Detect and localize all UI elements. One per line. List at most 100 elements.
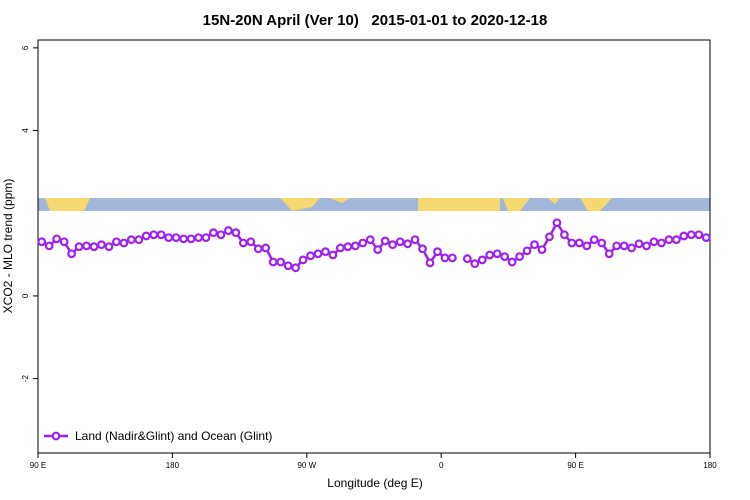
map-strip bbox=[38, 198, 710, 211]
data-point bbox=[672, 235, 681, 245]
data-point bbox=[74, 242, 84, 252]
data-point bbox=[358, 238, 368, 248]
data-point bbox=[380, 236, 390, 246]
data-point bbox=[313, 249, 323, 259]
data-point bbox=[321, 247, 330, 257]
data-point bbox=[246, 237, 256, 247]
data-point bbox=[545, 232, 554, 242]
data-point bbox=[425, 258, 435, 268]
data-point bbox=[186, 234, 196, 244]
data-point bbox=[134, 235, 144, 245]
data-point bbox=[104, 242, 114, 252]
data-point bbox=[253, 244, 263, 254]
data-point bbox=[619, 241, 629, 251]
data-point bbox=[634, 239, 644, 249]
data-point bbox=[268, 257, 278, 267]
data-point bbox=[216, 230, 226, 240]
data-point bbox=[156, 230, 166, 240]
data-point bbox=[530, 240, 539, 250]
y-tick-label: -2 bbox=[21, 374, 30, 382]
data-point bbox=[164, 233, 174, 243]
y-tick-label: 4 bbox=[21, 128, 30, 133]
data-point bbox=[597, 238, 607, 248]
data-point bbox=[410, 235, 420, 245]
data-point bbox=[336, 243, 345, 253]
data-point bbox=[149, 230, 159, 240]
data-point bbox=[171, 233, 181, 243]
data-point bbox=[201, 233, 211, 243]
data-point bbox=[194, 233, 203, 243]
data-point bbox=[37, 237, 47, 247]
data-point bbox=[694, 230, 704, 240]
data-point bbox=[283, 261, 293, 271]
data-point bbox=[306, 251, 315, 261]
x-tick-label: 0 bbox=[439, 461, 444, 470]
data-point bbox=[395, 237, 405, 247]
data-point bbox=[141, 231, 151, 241]
data-point bbox=[582, 241, 592, 251]
data-point bbox=[433, 247, 442, 257]
x-tick-label: 180 bbox=[703, 461, 717, 470]
data-point bbox=[179, 234, 189, 244]
data-point bbox=[642, 241, 651, 251]
x-axis-label: Longitude (deg E) bbox=[327, 476, 422, 490]
data-point bbox=[552, 218, 562, 228]
data-point bbox=[111, 237, 121, 247]
data-point bbox=[89, 242, 99, 252]
data-point bbox=[238, 238, 248, 248]
x-tick-label: 90 E bbox=[30, 461, 46, 470]
data-point bbox=[418, 244, 427, 254]
data-point bbox=[560, 230, 569, 240]
data-point bbox=[522, 246, 532, 256]
data-point bbox=[448, 253, 457, 263]
legend-marker bbox=[51, 431, 61, 441]
data-point bbox=[657, 238, 666, 248]
data-point bbox=[44, 241, 54, 251]
data-point bbox=[97, 240, 106, 250]
data-point bbox=[500, 252, 510, 262]
data-point bbox=[343, 242, 353, 252]
series-line bbox=[41, 220, 707, 270]
y-axis-label: XCO2 - MLO trend (ppm) bbox=[1, 179, 15, 314]
data-point bbox=[679, 231, 689, 241]
data-point bbox=[373, 245, 383, 255]
data-point bbox=[701, 233, 711, 243]
data-point bbox=[492, 249, 502, 259]
data-point bbox=[537, 245, 547, 255]
x-tick-label: 180 bbox=[166, 461, 180, 470]
data-point bbox=[291, 263, 301, 273]
data-point bbox=[119, 238, 129, 248]
data-point bbox=[350, 241, 360, 251]
y-tick-label: 6 bbox=[21, 45, 30, 50]
data-point bbox=[589, 235, 599, 245]
data-point bbox=[507, 257, 517, 267]
data-point bbox=[298, 255, 308, 265]
data-point bbox=[649, 237, 659, 247]
data-point bbox=[403, 239, 413, 249]
data-point bbox=[477, 255, 487, 265]
data-point bbox=[126, 235, 136, 245]
data-point bbox=[485, 250, 495, 260]
data-point bbox=[328, 250, 338, 260]
data-point bbox=[59, 237, 69, 247]
data-point bbox=[567, 238, 577, 248]
data-point bbox=[261, 243, 271, 253]
data-point bbox=[515, 252, 524, 262]
data-point bbox=[686, 230, 696, 240]
data-point bbox=[388, 240, 398, 250]
data-point bbox=[82, 241, 91, 251]
data-point bbox=[664, 235, 674, 245]
legend-label: Land (Nadir&Glint) and Ocean (Glint) bbox=[75, 429, 272, 443]
data-point bbox=[276, 257, 286, 267]
data-point bbox=[440, 253, 450, 263]
data-point bbox=[52, 234, 62, 244]
data-point bbox=[365, 235, 375, 245]
x-tick-label: 90 E bbox=[567, 461, 583, 470]
data-point bbox=[604, 249, 614, 259]
y-tick-label: 0 bbox=[21, 293, 30, 298]
chart-title: 15N-20N April (Ver 10) 2015-01-01 to 202… bbox=[203, 12, 548, 29]
plot-frame bbox=[37, 39, 711, 454]
x-tick-label: 90 W bbox=[297, 461, 316, 470]
data-point bbox=[470, 259, 480, 269]
